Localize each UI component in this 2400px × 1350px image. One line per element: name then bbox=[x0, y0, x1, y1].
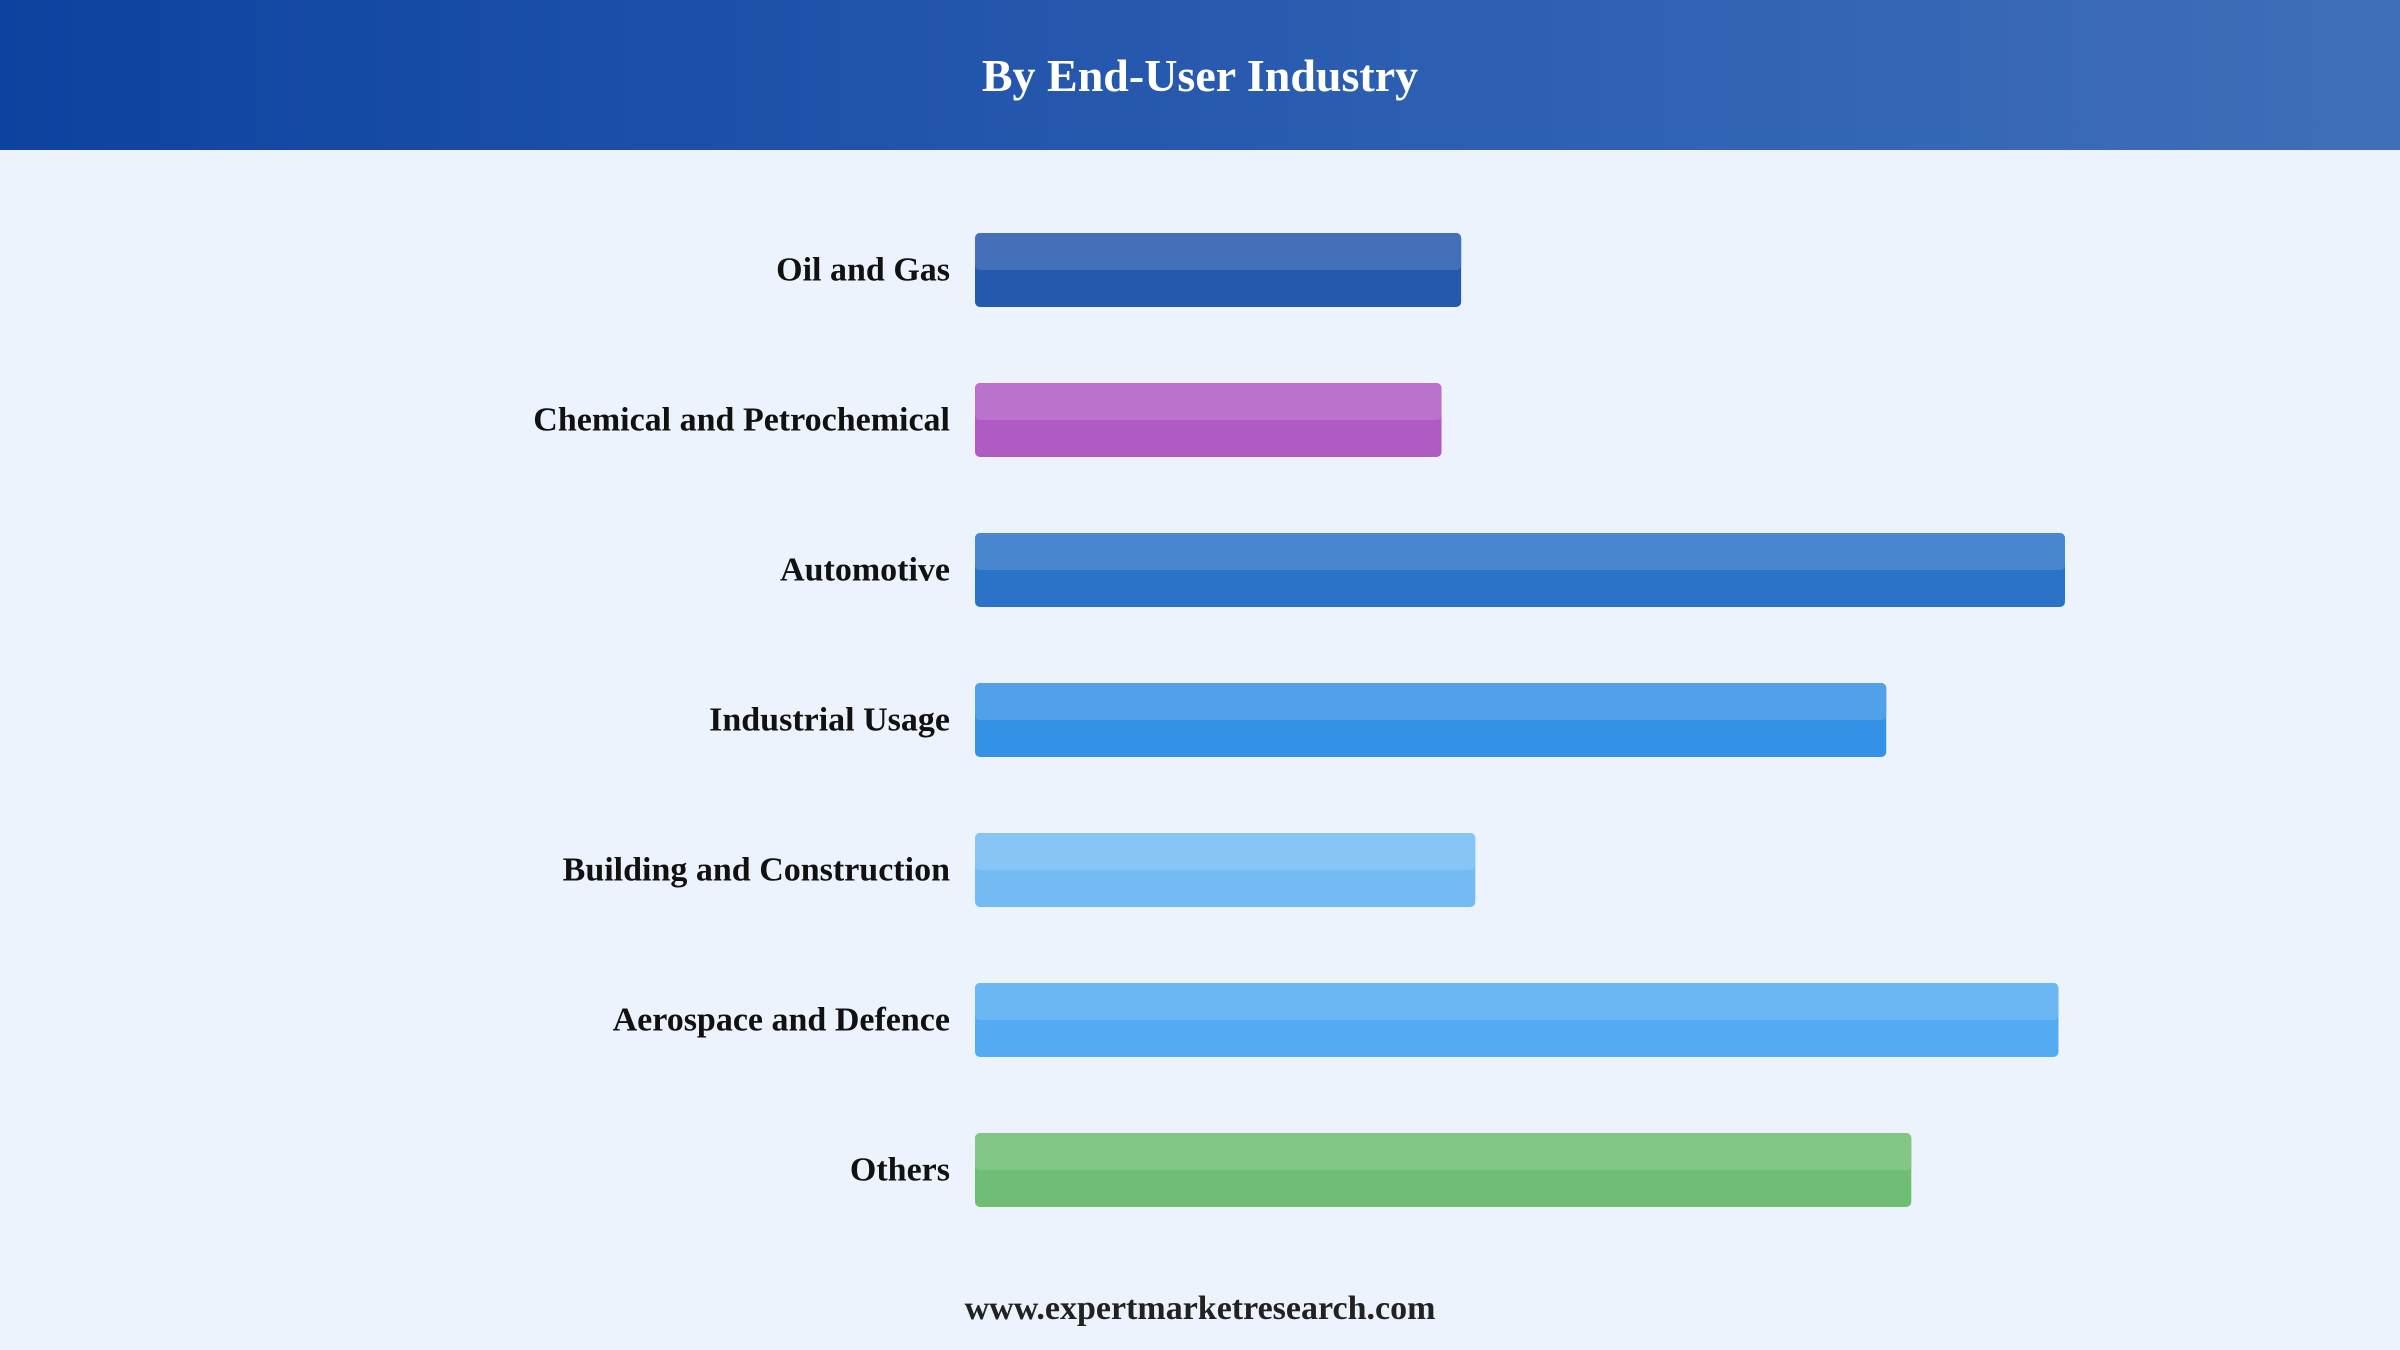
bar-group: Others bbox=[850, 1133, 1912, 1207]
bar-group: Building and Construction bbox=[563, 833, 1476, 907]
bar-highlight bbox=[975, 833, 1476, 870]
bar-highlight bbox=[975, 533, 2065, 570]
bar-highlight bbox=[975, 233, 1462, 270]
category-label: Building and Construction bbox=[563, 852, 950, 889]
category-label: Industrial Usage bbox=[709, 702, 950, 739]
bar-group: Chemical and Petrochemical bbox=[533, 383, 1442, 457]
category-label: Automotive bbox=[780, 552, 950, 589]
bar-highlight bbox=[975, 1133, 1912, 1170]
chart-header: By End-User Industry bbox=[0, 0, 2400, 150]
bar-highlight bbox=[975, 383, 1442, 420]
bar-highlight bbox=[975, 683, 1887, 720]
bar-group: Aerospace and Defence bbox=[613, 983, 2059, 1057]
category-label: Oil and Gas bbox=[776, 252, 950, 289]
bar-group: Automotive bbox=[780, 533, 2065, 607]
bar-group: Industrial Usage bbox=[709, 683, 1887, 757]
bar-highlight bbox=[975, 983, 2059, 1020]
bar-group: Oil and Gas bbox=[776, 233, 1462, 307]
category-label: Others bbox=[850, 1152, 950, 1189]
source-url: www.expertmarketresearch.com bbox=[964, 1290, 1436, 1327]
chart-title: By End-User Industry bbox=[981, 49, 1419, 101]
category-label: Aerospace and Defence bbox=[613, 1002, 950, 1039]
category-label: Chemical and Petrochemical bbox=[533, 402, 950, 439]
